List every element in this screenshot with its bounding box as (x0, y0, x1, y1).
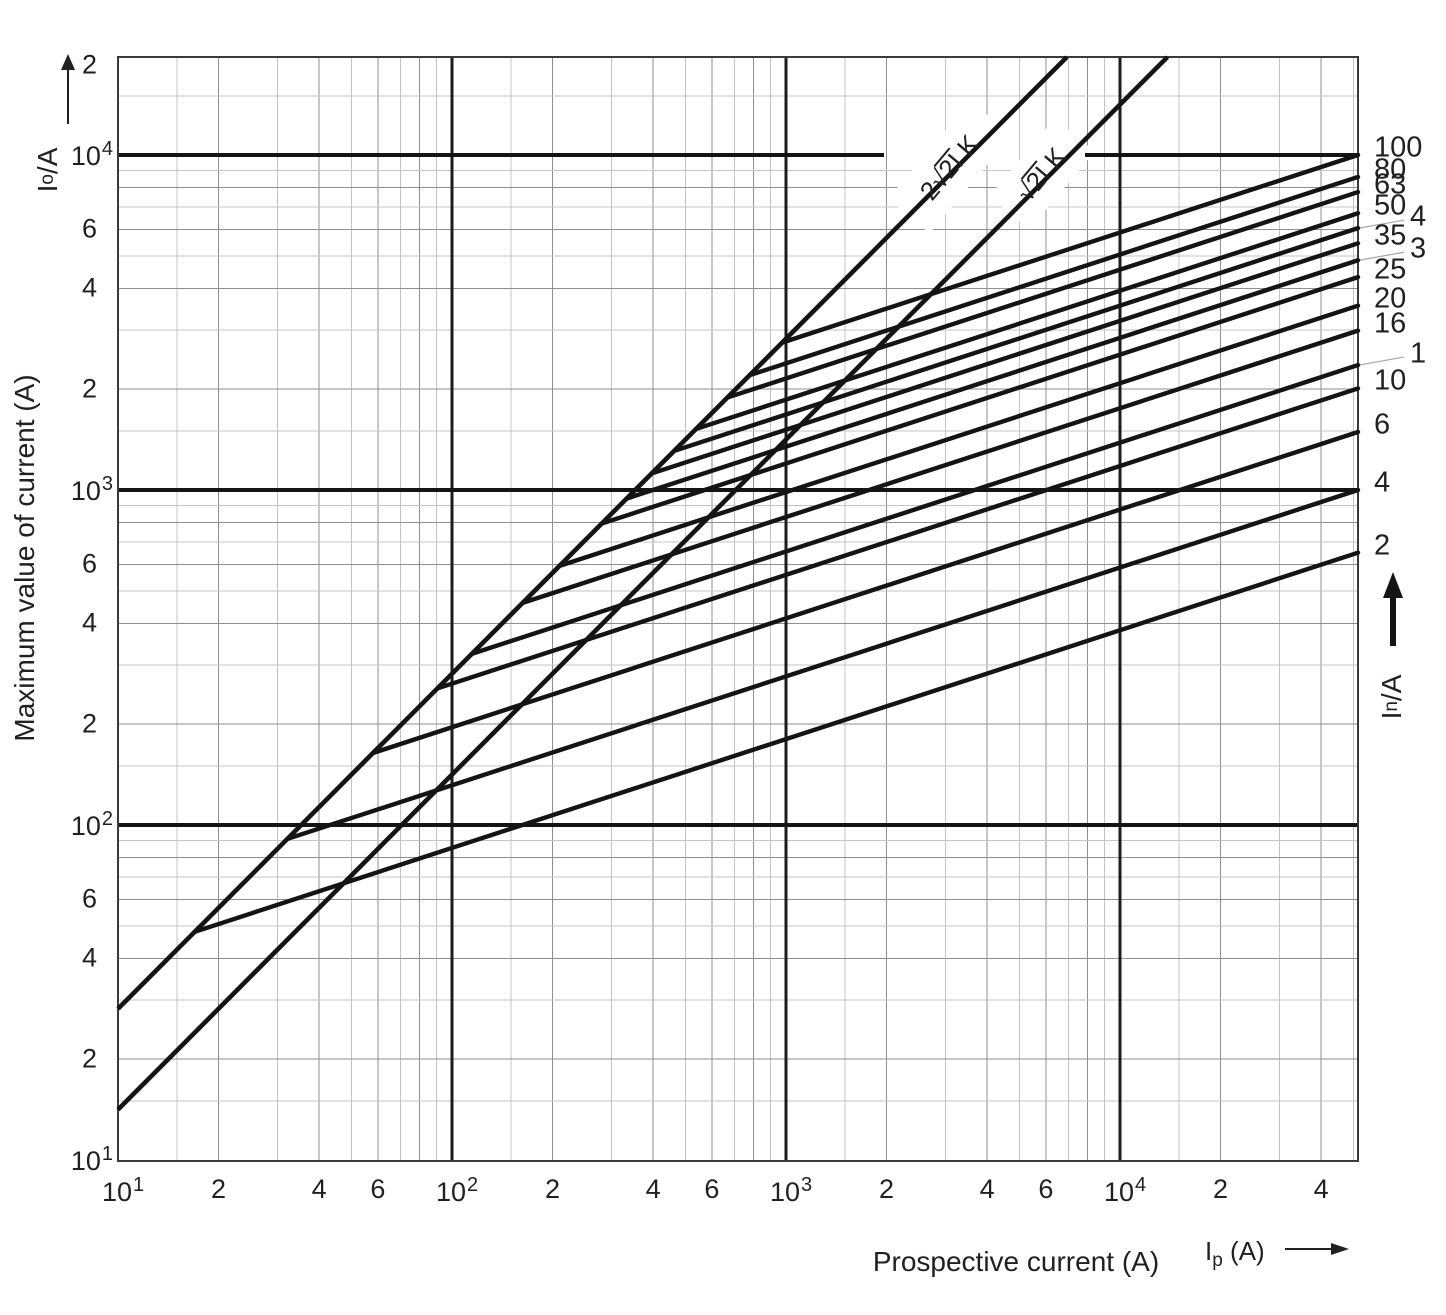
y-tick-2: 2 (81, 1043, 97, 1074)
y-tick-101: 101 (70, 1143, 113, 1176)
x-axis-symbol: Ip (A) (1205, 1236, 1265, 1272)
curve-4 (285, 487, 1361, 842)
radical-vinculum (933, 147, 951, 168)
label-knockout (888, 100, 1012, 234)
y-axis-title: Maximum value of current (A) (9, 374, 40, 742)
y-tick-6: 6 (81, 213, 97, 244)
rating-label-16: 16 (1374, 307, 1407, 340)
y-tick-102: 102 (70, 808, 113, 841)
plot-border (117, 56, 1359, 1162)
curve-25 (599, 274, 1361, 526)
y-tick-4: 4 (81, 942, 97, 973)
x-tick-4: 4 (645, 1174, 661, 1204)
radical-vinculum (1020, 160, 1038, 180)
rating-label-20: 20 (1374, 282, 1407, 315)
rating-label-1: 1 (1410, 337, 1427, 370)
label-knockouts (888, 100, 1095, 234)
leader-line-3 (1358, 251, 1405, 261)
rating-label-25: 25 (1374, 253, 1407, 286)
x-tick-6: 6 (1038, 1174, 1054, 1204)
label-knockout (989, 118, 1095, 230)
rating-label-2: 2 (1374, 529, 1391, 562)
curve-2 (192, 550, 1361, 934)
rating-label-63: 63 (1374, 168, 1407, 201)
x-tick-101: 101 (102, 1174, 145, 1207)
x-tick-4: 4 (1313, 1174, 1329, 1204)
y-axis-up-arrow-icon (61, 54, 75, 124)
y-tick-103: 103 (70, 473, 113, 506)
curve-50 (693, 211, 1361, 432)
x-tick-2: 2 (879, 1174, 895, 1204)
x-axis-title: Prospective current (A) (872, 1246, 1160, 1277)
y-tick-2: 2 (81, 373, 97, 404)
in-sub: n (1381, 701, 1402, 712)
rating-label-100: 100 (1374, 131, 1423, 164)
x-tick-104: 104 (1104, 1174, 1147, 1207)
grid (118, 57, 1358, 1161)
ip-unit: (A) (1222, 1236, 1265, 1266)
curve-4 (671, 225, 1361, 454)
x-tick-6: 6 (704, 1174, 720, 1204)
in-unit: /A (1376, 674, 1407, 702)
rating-label-4: 4 (1410, 200, 1427, 233)
x-tick-102: 102 (436, 1174, 479, 1207)
rating-label-6: 6 (1374, 408, 1391, 441)
y-tick-6: 6 (81, 883, 97, 914)
y-tick-104: 104 (70, 138, 113, 171)
rating-label-4: 4 (1374, 466, 1391, 499)
rating-label-80: 80 (1374, 153, 1407, 186)
curve-100 (779, 152, 1361, 345)
x-tick-2: 2 (1213, 1174, 1229, 1204)
curve-3 (624, 258, 1361, 501)
rating-label-10: 10 (1374, 364, 1407, 397)
y-tick-2: 2 (81, 49, 97, 80)
right-axis-up-arrow-icon (1383, 572, 1403, 646)
x-axis-right-arrow-icon (1285, 1243, 1349, 1255)
ip-sub: p (1212, 1250, 1223, 1272)
leader-line-1 (1358, 356, 1405, 366)
rating-label-35: 35 (1374, 219, 1407, 252)
rating-label-50: 50 (1374, 189, 1407, 222)
rating-label-3: 3 (1410, 232, 1427, 265)
io-sub: o (37, 174, 58, 185)
y-tick-2: 2 (81, 708, 97, 739)
x-tick-103: 103 (770, 1174, 813, 1207)
io-base: I (32, 184, 63, 193)
curve-6 (370, 429, 1361, 756)
x-tick-2: 2 (545, 1174, 561, 1204)
curve-80 (747, 174, 1361, 378)
y-tick-6: 6 (81, 548, 97, 579)
y-tick-4: 4 (81, 272, 97, 303)
curve-63 (725, 189, 1361, 400)
leader-line-4 (1358, 219, 1405, 229)
reference-line-sqrt2 (116, 55, 1169, 1112)
ip-base: I (1205, 1236, 1213, 1266)
x-tick-4: 4 (311, 1174, 327, 1204)
y-tick-4: 4 (81, 607, 97, 638)
curve-16 (520, 328, 1361, 606)
reference-line-2sqrt2 (116, 55, 1069, 1011)
io-unit: /A (32, 147, 63, 175)
in-base: I (1376, 711, 1407, 720)
curve-20 (557, 303, 1361, 569)
leader-lines (1358, 219, 1405, 366)
x-tick-6: 6 (370, 1174, 386, 1204)
x-tick-4: 4 (979, 1174, 995, 1204)
reference-lines (116, 55, 1169, 1112)
curve-35 (649, 241, 1361, 476)
x-tick-2: 2 (211, 1174, 227, 1204)
